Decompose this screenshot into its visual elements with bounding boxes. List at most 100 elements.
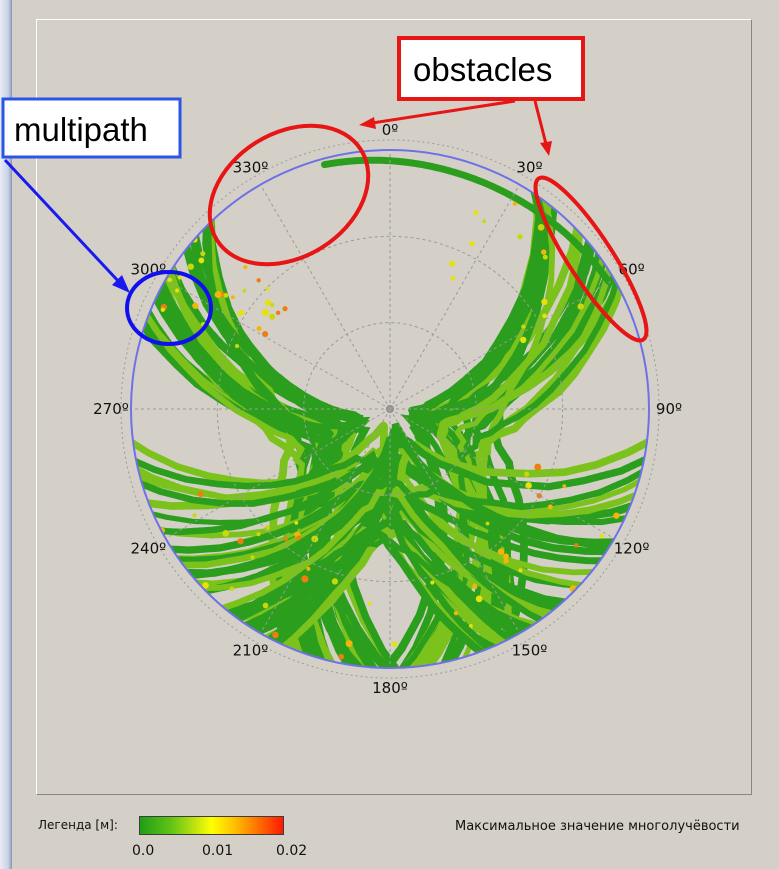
- multipath-point: [331, 578, 339, 585]
- multipath-point: [262, 331, 269, 338]
- multipath-point: [270, 302, 275, 308]
- multipath-point: [613, 512, 620, 519]
- multipath-point: [234, 343, 240, 349]
- multipath-point: [469, 241, 475, 247]
- multipath-point: [230, 295, 235, 300]
- multipath-point: [262, 602, 269, 609]
- multipath-point: [485, 521, 490, 526]
- multipath-point: [283, 536, 289, 541]
- multipath-point: [367, 601, 372, 606]
- multipath-point: [430, 580, 435, 585]
- obstacles-arrowhead-left: [359, 117, 376, 129]
- multipath-point: [540, 249, 547, 255]
- satellite-tracks: [131, 156, 649, 668]
- multipath-point: [192, 302, 199, 309]
- multipath-point: [547, 504, 553, 510]
- multipath-point: [237, 311, 243, 317]
- azimuth-label: 330º: [233, 158, 269, 176]
- polar-grid: [120, 139, 660, 679]
- satellite-track: [436, 268, 630, 668]
- multipath-point: [243, 265, 248, 270]
- obstacles-callout: obstacles: [207, 36, 649, 343]
- multipath-point: [294, 521, 299, 525]
- multipath-point: [160, 307, 166, 312]
- multipath-point: [453, 610, 459, 616]
- horizon-ring: [130, 149, 650, 669]
- multipath-point: [525, 482, 532, 489]
- obstacles-arrow-left: [371, 99, 516, 125]
- max-multipath-caption: Максимальное значение многолучёвости: [455, 819, 740, 834]
- obstacles-label-box: [397, 36, 585, 101]
- azimuth-label: 180º: [372, 679, 408, 697]
- azimuth-spoke: [389, 184, 520, 410]
- multipath-point: [574, 543, 579, 548]
- multipath-label: multipath: [14, 111, 148, 148]
- azimuth-label: 150º: [512, 642, 548, 660]
- multipath-point: [497, 548, 505, 555]
- azimuth-spoke: [165, 408, 391, 539]
- multipath-point: [223, 292, 229, 298]
- satellite-track: [264, 471, 556, 656]
- multipath-point: [472, 583, 478, 590]
- multipath-point: [542, 313, 547, 319]
- multipath-point: [518, 568, 523, 573]
- multipath-point: [256, 326, 262, 332]
- obstacles-region-ellipse-left: [207, 123, 371, 267]
- satellite-track: [268, 525, 519, 659]
- azimuth-label: 120º: [614, 540, 650, 558]
- satellite-track: [321, 156, 613, 286]
- multipath-point: [502, 553, 509, 560]
- multipath-point: [562, 484, 567, 489]
- multipath-point: [265, 286, 269, 291]
- multipath-point: [200, 251, 206, 257]
- azimuth-label: 210º: [233, 642, 269, 660]
- multipath-point: [521, 324, 526, 329]
- multipath-point: [542, 254, 548, 260]
- multipath-point: [449, 260, 456, 267]
- legend-gradient-bar: [139, 816, 284, 835]
- legend-tick-mid: 0.01: [202, 843, 234, 859]
- multipath-region-ellipse: [125, 270, 213, 346]
- multipath-point: [214, 291, 222, 299]
- multipath-point: [517, 233, 523, 240]
- satellite-track: [171, 422, 649, 579]
- satellite-track: [219, 526, 496, 666]
- multipath-point: [175, 288, 180, 293]
- multipath-point: [192, 513, 197, 518]
- multipath-point: [577, 303, 584, 310]
- multipath-point: [256, 278, 261, 283]
- multipath-point: [229, 586, 235, 591]
- azimuth-spoke: [260, 408, 391, 634]
- multipath-point: [541, 298, 548, 306]
- skyplot-chart: 0º30º60º90º120º150º180º210º240º270º300º3…: [1, 36, 682, 697]
- multipath-point: [198, 257, 205, 264]
- multipath-arrowhead: [112, 275, 130, 293]
- multipath-point: [296, 535, 302, 541]
- multipath-point: [187, 263, 195, 270]
- satellite-track: [213, 536, 547, 637]
- multipath-point: [301, 575, 309, 583]
- multipath-point: [275, 310, 281, 315]
- azimuth-label: 240º: [131, 540, 167, 558]
- multipath-point: [482, 219, 487, 224]
- multipath-point: [450, 275, 456, 281]
- multipath-point: [468, 623, 473, 628]
- multipath-point: [520, 336, 527, 344]
- azimuth-spoke: [165, 279, 391, 410]
- multipath-point: [242, 288, 247, 293]
- multipath-point: [167, 277, 173, 283]
- multipath-point: [537, 224, 545, 231]
- multipath-point: [524, 471, 530, 477]
- multipath-point: [177, 275, 182, 280]
- multipath-point: [503, 558, 509, 564]
- multipath-point: [338, 653, 345, 660]
- obstacles-arrow-right: [533, 100, 548, 145]
- multipath-point: [534, 463, 542, 471]
- azimuth-spoke: [389, 279, 615, 410]
- multipath-point: [473, 210, 479, 216]
- multipath-point: [306, 566, 311, 571]
- azimuth-label: 0º: [382, 121, 399, 139]
- color-legend: Легенда [м]: 0.0 0.01 0.02: [38, 815, 318, 865]
- outer-label-ring: [120, 139, 660, 679]
- multipath-point: [250, 555, 255, 560]
